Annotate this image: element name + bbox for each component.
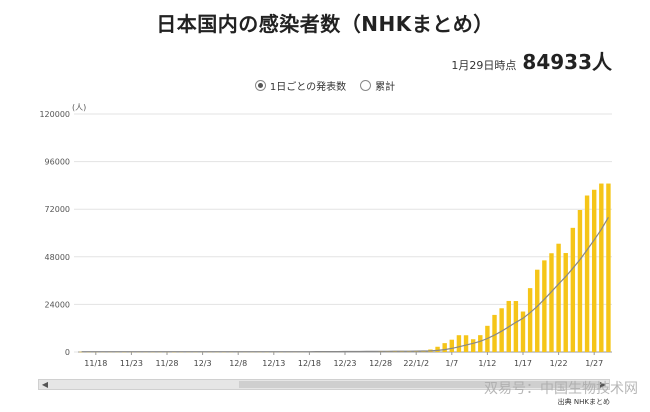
bar: [79, 351, 84, 353]
cumulative-option-label: 累計: [375, 82, 396, 93]
x-tick-label: 1/22: [550, 359, 568, 368]
chart-scrollbar[interactable]: ◀ ▶: [38, 379, 610, 390]
y-axis-label: (人): [72, 103, 86, 112]
latest-count: 1月29日時点 84933人: [451, 46, 612, 75]
bar: [535, 269, 540, 352]
bar: [542, 260, 547, 352]
bar: [513, 301, 519, 352]
y-tick-label: 120000: [39, 110, 70, 119]
bar: [499, 308, 504, 352]
bar: [449, 339, 455, 352]
x-tick-label: 11/28: [155, 359, 178, 368]
x-tick-label: 11/18: [84, 359, 107, 368]
x-tick-label: 12/18: [298, 359, 321, 368]
bar: [442, 343, 447, 352]
y-tick-label: 0: [65, 348, 70, 357]
x-tick-label: 12/13: [262, 359, 285, 368]
cumulative-option[interactable]: 累計: [360, 78, 395, 93]
bar: [456, 335, 462, 352]
bar: [563, 253, 568, 352]
daily-option-label: 1日ごとの発表数: [269, 82, 347, 93]
y-tick-label: 48000: [45, 253, 70, 262]
bar: [556, 243, 561, 352]
latest-count-value: 84933人: [522, 50, 612, 74]
watermark: 双易号：中国生物技术网: [484, 381, 638, 397]
bar: [570, 227, 576, 352]
bar: [492, 314, 497, 352]
x-tick-label: 12/3: [194, 359, 212, 368]
x-tick-label: 12/28: [369, 359, 392, 368]
x-tick-label: 12/23: [333, 359, 356, 368]
bar: [478, 335, 483, 352]
x-tick-label: 11/23: [120, 359, 143, 368]
bar: [463, 335, 469, 352]
scroll-thumb[interactable]: [239, 381, 599, 388]
y-tick-label: 24000: [45, 300, 70, 309]
bar: [577, 209, 583, 352]
bar: [591, 189, 597, 352]
x-tick-label: 1/7: [445, 359, 458, 368]
x-tick-label: 1/17: [514, 359, 532, 368]
x-tick-label: 1/27: [585, 359, 603, 368]
average-line: [81, 216, 609, 353]
daily-option[interactable]: 1日ごとの発表数: [254, 78, 347, 93]
view-toggle: 1日ごとの発表数 累計: [0, 78, 650, 93]
daily-radio-icon[interactable]: [254, 80, 266, 91]
bar: [549, 253, 554, 352]
x-tick-label: 22/1/2: [403, 359, 429, 368]
latest-count-date: 1月29日時点: [451, 59, 517, 72]
scroll-right-icon[interactable]: ▶: [599, 380, 607, 389]
cumulative-radio-icon[interactable]: [360, 80, 372, 91]
bar: [599, 183, 604, 352]
bar: [606, 183, 611, 352]
x-tick-label: 12/8: [229, 359, 247, 368]
y-tick-label: 72000: [45, 205, 70, 214]
bar: [470, 339, 476, 352]
bar: [520, 311, 526, 352]
bar: [527, 288, 533, 352]
x-tick-label: 1/12: [478, 359, 496, 368]
bar: [435, 346, 440, 352]
page-title: 日本国内の感染者数（NHKまとめ）: [156, 12, 494, 36]
source-note: 出典 NHKまとめ: [558, 397, 610, 406]
bar: [584, 195, 590, 352]
y-tick-label: 96000: [45, 158, 70, 167]
scroll-left-icon[interactable]: ◀: [41, 380, 49, 389]
